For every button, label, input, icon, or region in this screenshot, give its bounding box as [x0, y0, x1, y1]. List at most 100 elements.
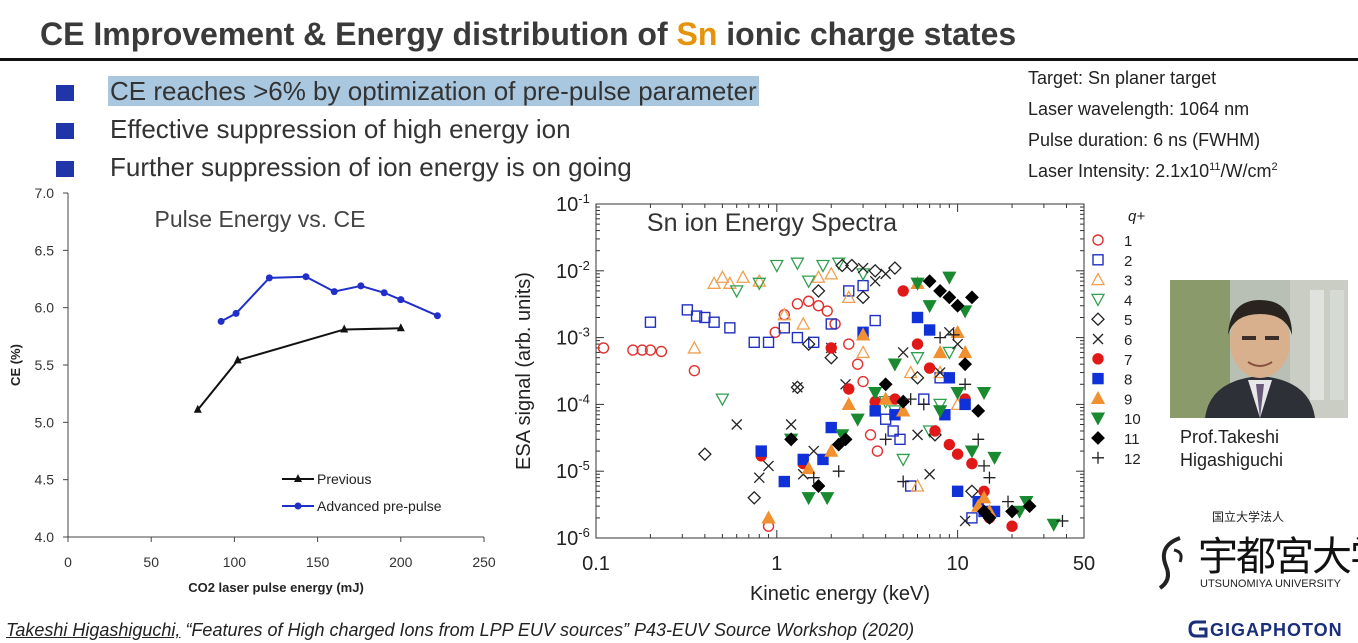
- x-tick-label: 0.1: [582, 553, 610, 575]
- data-point-q6: [880, 268, 892, 280]
- data-point-q7: [897, 285, 909, 297]
- data-point-q2: [681, 304, 694, 316]
- data-point-q2: [644, 316, 657, 328]
- data-point-q8: [755, 445, 767, 457]
- legend-marker-q9: [1090, 391, 1106, 405]
- data-point-q12: [832, 465, 845, 478]
- legend-label-previous: Previous: [317, 471, 371, 487]
- data-point-q5: [835, 258, 850, 273]
- data-point-q6: [763, 460, 774, 472]
- y-tick-label: 7.0: [35, 185, 55, 201]
- data-point-q10: [910, 277, 925, 291]
- data-point-q3: [687, 340, 702, 354]
- x-tick-label: 50: [1073, 553, 1095, 575]
- data-point-q1: [636, 344, 648, 356]
- data-point-q4: [715, 393, 730, 407]
- caption-line1: Prof.Takeshi: [1180, 427, 1280, 447]
- data-point-advanced: [330, 288, 338, 296]
- data-point-q10: [868, 386, 883, 400]
- legend-label-q10: 10: [1124, 411, 1141, 428]
- y-tick-exponent: -4: [578, 391, 590, 406]
- data-point-q2: [966, 512, 978, 524]
- data-point-q6: [912, 429, 923, 441]
- x-tick-label: 250: [472, 554, 496, 570]
- data-point-q11: [950, 298, 965, 313]
- param-intensity: Laser Intensity: 2.1x1011/W/cm2: [1028, 161, 1278, 192]
- bullet-square-icon: [56, 161, 74, 177]
- data-point-q2: [857, 279, 869, 292]
- y-tick-label: 10-3: [556, 325, 590, 350]
- data-point-q7: [951, 448, 964, 460]
- legend-title: q+: [1128, 208, 1145, 225]
- data-point-q10: [887, 358, 903, 372]
- data-point-previous: [396, 323, 405, 332]
- data-point-q8: [825, 421, 837, 434]
- legend-marker-q12: [1092, 451, 1104, 464]
- university-english: UTSUNOMIYA UNIVERSITY: [1200, 578, 1341, 590]
- data-point-q1: [851, 358, 864, 370]
- legend-label-q4: 4: [1124, 292, 1132, 309]
- data-point-q3: [722, 275, 737, 289]
- data-point-q2: [724, 322, 736, 334]
- intensity-exponent: 11: [1209, 161, 1221, 173]
- data-point-q2: [748, 336, 760, 349]
- data-point-q2: [825, 318, 837, 330]
- data-point-q4: [831, 257, 846, 271]
- y-tick-label: 10-1: [556, 191, 590, 216]
- professor-photo: [1170, 280, 1348, 418]
- legend-marker-q11: [1091, 431, 1105, 445]
- legend-marker-previous: [294, 474, 302, 482]
- x-tick-label: 10: [946, 553, 968, 575]
- data-point-q5: [824, 350, 839, 365]
- bullet-text: Further suppression of ion energy is on …: [110, 152, 632, 182]
- data-point-q10: [922, 300, 937, 314]
- data-point-q3: [910, 478, 925, 492]
- data-point-q9: [855, 327, 871, 341]
- data-point-q2: [762, 336, 775, 349]
- data-point-q1: [627, 344, 639, 356]
- data-point-q6: [791, 381, 803, 393]
- data-point-q7: [923, 362, 936, 374]
- data-point-q12: [983, 471, 996, 484]
- legend-marker-q1: [1092, 234, 1104, 246]
- data-point-q6: [959, 515, 971, 527]
- data-point-q1: [857, 375, 869, 388]
- data-point-previous: [340, 324, 349, 333]
- data-point-q10: [964, 445, 980, 459]
- param-target: Target: Sn planer target: [1028, 68, 1217, 88]
- data-point-q4: [855, 268, 871, 282]
- data-point-q3: [811, 269, 826, 283]
- y-tick-label: 4.0: [35, 529, 55, 545]
- data-point-q2: [690, 310, 703, 322]
- data-point-q1: [871, 445, 884, 457]
- data-point-q6: [934, 367, 946, 378]
- legend-label-q6: 6: [1124, 332, 1132, 349]
- data-point-q5: [965, 484, 979, 499]
- data-point-advanced: [217, 317, 225, 325]
- data-point-q1: [864, 429, 877, 441]
- data-point-q4: [729, 285, 744, 299]
- data-point-q6: [857, 262, 869, 274]
- data-point-q6: [897, 346, 909, 358]
- title-text-end: ionic charge states: [717, 16, 1017, 52]
- legend-label-q11: 11: [1124, 431, 1140, 448]
- legend-label-advanced: Advanced pre-pulse: [317, 498, 442, 514]
- data-point-q11: [942, 290, 957, 305]
- data-point-q12: [917, 398, 930, 411]
- data-point-q7: [966, 457, 978, 470]
- data-point-q9: [896, 403, 911, 417]
- data-point-q5: [856, 290, 870, 305]
- data-point-q5: [801, 337, 816, 351]
- y-tick-label: 5.5: [35, 357, 55, 373]
- legend-marker-q10: [1090, 412, 1106, 426]
- slide-title: CE Improvement & Energy distribution of …: [40, 16, 1016, 53]
- data-point-q6: [753, 472, 765, 484]
- y-tick-label: 6.0: [35, 300, 55, 316]
- data-point-q2: [894, 433, 906, 446]
- data-point-q2: [879, 413, 892, 425]
- data-point-q11: [811, 479, 826, 493]
- data-point-q6: [952, 338, 964, 350]
- data-point-q12: [972, 433, 985, 446]
- data-point-q2: [708, 316, 720, 328]
- data-point-advanced: [397, 296, 405, 304]
